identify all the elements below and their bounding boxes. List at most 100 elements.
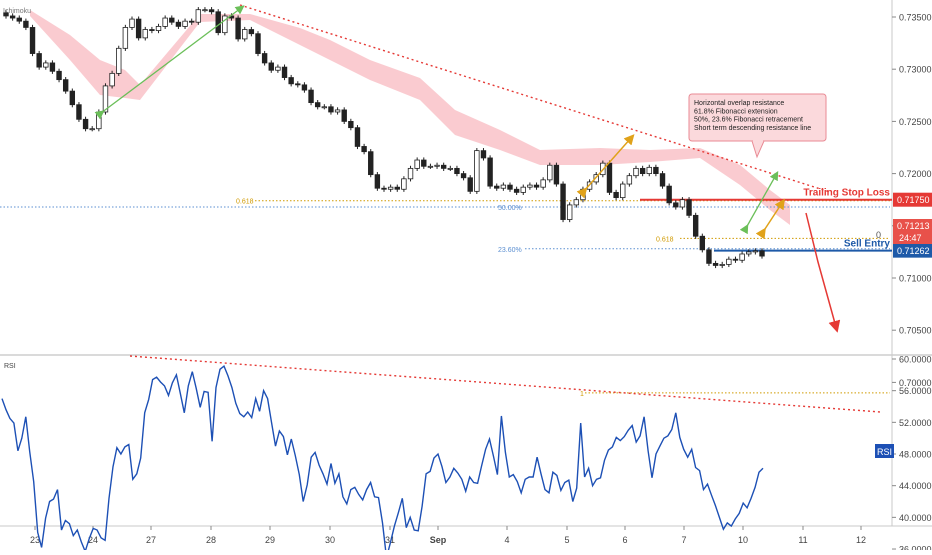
- rsi-tick-label: 56.0000: [899, 386, 932, 396]
- candle-body: [428, 166, 433, 167]
- candle-body: [461, 174, 466, 178]
- annotation-line: Horizontal overlap resistance: [694, 100, 784, 107]
- candle-body: [746, 252, 751, 254]
- fib-level-label: 50.00%: [498, 205, 522, 212]
- price-tick-label: 0.73000: [899, 65, 932, 75]
- candle-body: [448, 168, 453, 169]
- candle-body: [547, 165, 552, 180]
- sell-entry-label: Sell Entry: [844, 239, 891, 250]
- candle-body: [514, 189, 519, 192]
- rsi-title: RSI: [4, 363, 16, 370]
- candle-body: [130, 19, 135, 27]
- candle-body: [295, 84, 300, 85]
- candle-body: [528, 185, 533, 187]
- candle-body: [242, 30, 247, 39]
- candle-body: [150, 30, 155, 31]
- candle-body: [355, 128, 360, 147]
- candle-body: [554, 165, 559, 184]
- candle-body: [329, 107, 334, 112]
- rsi-tick-label: 44.0000: [899, 481, 932, 491]
- candle-body: [707, 250, 712, 264]
- candle-body: [302, 85, 307, 90]
- candle-body: [10, 16, 15, 18]
- rsi-indicator-tag-label: RSI: [877, 447, 892, 457]
- candle-body: [574, 200, 579, 205]
- candle-body: [30, 27, 35, 53]
- fib-level-label: 0.618: [236, 199, 254, 206]
- fib-level-label: 0.618: [656, 236, 674, 243]
- candle-body: [262, 54, 267, 63]
- time-tick-label: Sep: [430, 535, 447, 545]
- price-tick-label: 0.70500: [899, 326, 932, 336]
- candle-body: [627, 176, 632, 184]
- rsi-tick-label: 60.0000: [899, 355, 932, 365]
- rsi-line: [2, 366, 763, 550]
- candle-body: [455, 168, 460, 173]
- candle-body: [727, 259, 732, 264]
- candle-body: [342, 110, 347, 121]
- fib-level-label: 23.60%: [498, 247, 522, 254]
- rsi-tick-label: 36.0000: [899, 545, 932, 550]
- candle-body: [83, 119, 88, 128]
- projection-arrow: [806, 213, 836, 327]
- candle-body: [760, 251, 765, 256]
- candle-body: [90, 129, 95, 130]
- candle-body: [402, 179, 407, 189]
- time-tick-label: 30: [325, 535, 335, 545]
- rsi-tick-label: 48.0000: [899, 450, 932, 460]
- sell-entry-tag-label: 0.71262: [897, 246, 930, 256]
- candle-body: [362, 146, 367, 151]
- candle-body: [475, 151, 480, 192]
- candle-body: [37, 54, 42, 68]
- candle-body: [415, 160, 420, 168]
- candle-body: [488, 158, 493, 186]
- candle-body: [309, 90, 314, 103]
- candle-body: [435, 165, 440, 166]
- candle-body: [693, 215, 698, 236]
- candle-body: [116, 48, 121, 73]
- candle-body: [468, 178, 473, 192]
- candle-body: [57, 71, 62, 79]
- time-tick-label: 11: [798, 535, 807, 545]
- candle-body: [720, 264, 725, 265]
- candle-body: [667, 186, 672, 203]
- time-tick-label: 10: [738, 535, 748, 545]
- time-tick-label: 6: [622, 535, 627, 545]
- candle-body: [521, 187, 526, 192]
- candle-body: [169, 18, 174, 22]
- rsi-tick-label: 52.0000: [899, 418, 932, 428]
- candle-body: [561, 184, 566, 219]
- trailing-stop-label: Trailing Stop Loss: [803, 188, 890, 199]
- price-tick-label: 0.72500: [899, 117, 932, 127]
- candle-body: [421, 160, 426, 166]
- candle-body: [24, 21, 29, 27]
- candle-body: [209, 10, 214, 12]
- candle-body: [501, 185, 506, 188]
- candle-body: [282, 67, 287, 77]
- candle-body: [196, 10, 201, 23]
- candle-body: [17, 18, 22, 21]
- time-tick-label: 5: [564, 535, 569, 545]
- time-tick-label: 4: [504, 535, 509, 545]
- candle-body: [508, 185, 513, 189]
- candle-body: [203, 10, 208, 11]
- rsi-tick-label: 40.0000: [899, 513, 932, 523]
- candle-body: [4, 13, 9, 16]
- candle-body: [700, 236, 705, 250]
- time-tick-label: 7: [681, 535, 686, 545]
- candle-body: [110, 73, 115, 86]
- fib-level-label: 1: [580, 391, 584, 398]
- candle-body: [481, 151, 486, 158]
- candle-body: [375, 175, 380, 189]
- candle-body: [733, 259, 738, 260]
- price-tick-label: 0.73500: [899, 13, 932, 23]
- trailing-stop-tag-label: 0.71750: [897, 195, 930, 205]
- candle-body: [269, 63, 274, 70]
- candle-body: [660, 174, 665, 187]
- candle-body: [388, 187, 393, 189]
- current-price-label: 0.71213: [897, 221, 930, 231]
- candle-body: [136, 19, 141, 38]
- candle-body: [680, 200, 685, 207]
